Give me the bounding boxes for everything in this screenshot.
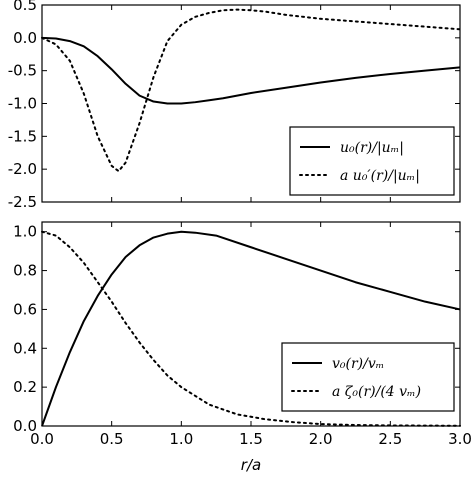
panel-1-series-2-line bbox=[41, 8, 461, 173]
panel-1-ytick-label: -2.0 bbox=[8, 160, 37, 178]
panel-2-ytick-label: 0.8 bbox=[13, 262, 37, 280]
panel-1-ytick-label: 0.5 bbox=[13, 0, 37, 14]
panel-2-ytick-label: 0.6 bbox=[13, 300, 37, 318]
panel-2-xtick-label: 2.5 bbox=[378, 430, 402, 448]
panel-2-ytick-label: 0.0 bbox=[13, 417, 37, 435]
panel-2-legend-label-2: a ζ₀(r)/(4 vₘ) bbox=[332, 384, 421, 400]
panel-2-ytick-label: 0.4 bbox=[13, 339, 37, 357]
panel-2-xtick-label: 3.0 bbox=[448, 430, 472, 448]
panel-2-legend-label-1: v₀(r)/vₘ bbox=[332, 356, 384, 372]
panel-1-ytick-label: -0.5 bbox=[8, 62, 37, 80]
panel-2-xtick-label: 2.0 bbox=[309, 430, 333, 448]
panel-1-legend-label-2: a u₀′(r)/|uₘ| bbox=[340, 168, 420, 184]
panel-2-xlabel: r/a bbox=[241, 456, 261, 474]
panel-1-legend-box bbox=[289, 126, 455, 196]
panel-1-legend-label-1: u₀(r)/|uₘ| bbox=[340, 140, 404, 156]
panel-1-ytick-label: -1.0 bbox=[8, 95, 37, 113]
panel-2-xtick-label: 0.5 bbox=[100, 430, 124, 448]
panel-1-ytick-label: -1.5 bbox=[8, 127, 37, 145]
panel-2-xtick-label: 0.0 bbox=[30, 430, 54, 448]
panel-2-legend-box bbox=[281, 342, 455, 412]
panel-1-ytick-label: 0.0 bbox=[13, 29, 37, 47]
panel-2-series-2-line bbox=[41, 230, 461, 427]
panel-1-ytick-label: -2.5 bbox=[8, 193, 37, 211]
panel-2-ytick-label: 0.2 bbox=[13, 378, 37, 396]
panel-2-ytick-label: 1.0 bbox=[13, 223, 37, 241]
panel-1-series-1-line bbox=[41, 36, 461, 105]
panel-2-series-1-line bbox=[41, 230, 461, 427]
panel-2-xtick-label: 1.0 bbox=[169, 430, 193, 448]
panel-2-xtick-label: 1.5 bbox=[239, 430, 263, 448]
